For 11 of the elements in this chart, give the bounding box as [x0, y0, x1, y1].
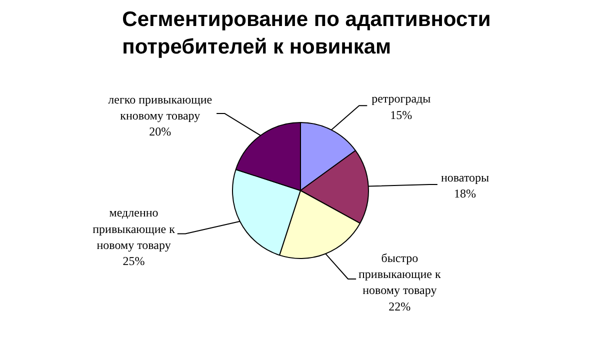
slice-label: новаторы: [441, 170, 490, 185]
slice-label: быстро привыкающие к новому товару: [358, 251, 441, 298]
chart-title: Сегментирование по адаптивности потребителей к новинкам: [122, 8, 491, 58]
data-label: 22%: [388, 299, 411, 314]
data-label: 15%: [390, 108, 412, 122]
slice-label: легко привыкающие кновому товару: [108, 92, 212, 123]
data-label: 25%: [122, 254, 145, 268]
slice-label: медленно привыкающие к новому товару: [92, 206, 176, 252]
data-label: 20%: [149, 124, 172, 139]
slice-label: ретрограды: [372, 92, 431, 106]
data-label: 18%: [454, 186, 476, 201]
